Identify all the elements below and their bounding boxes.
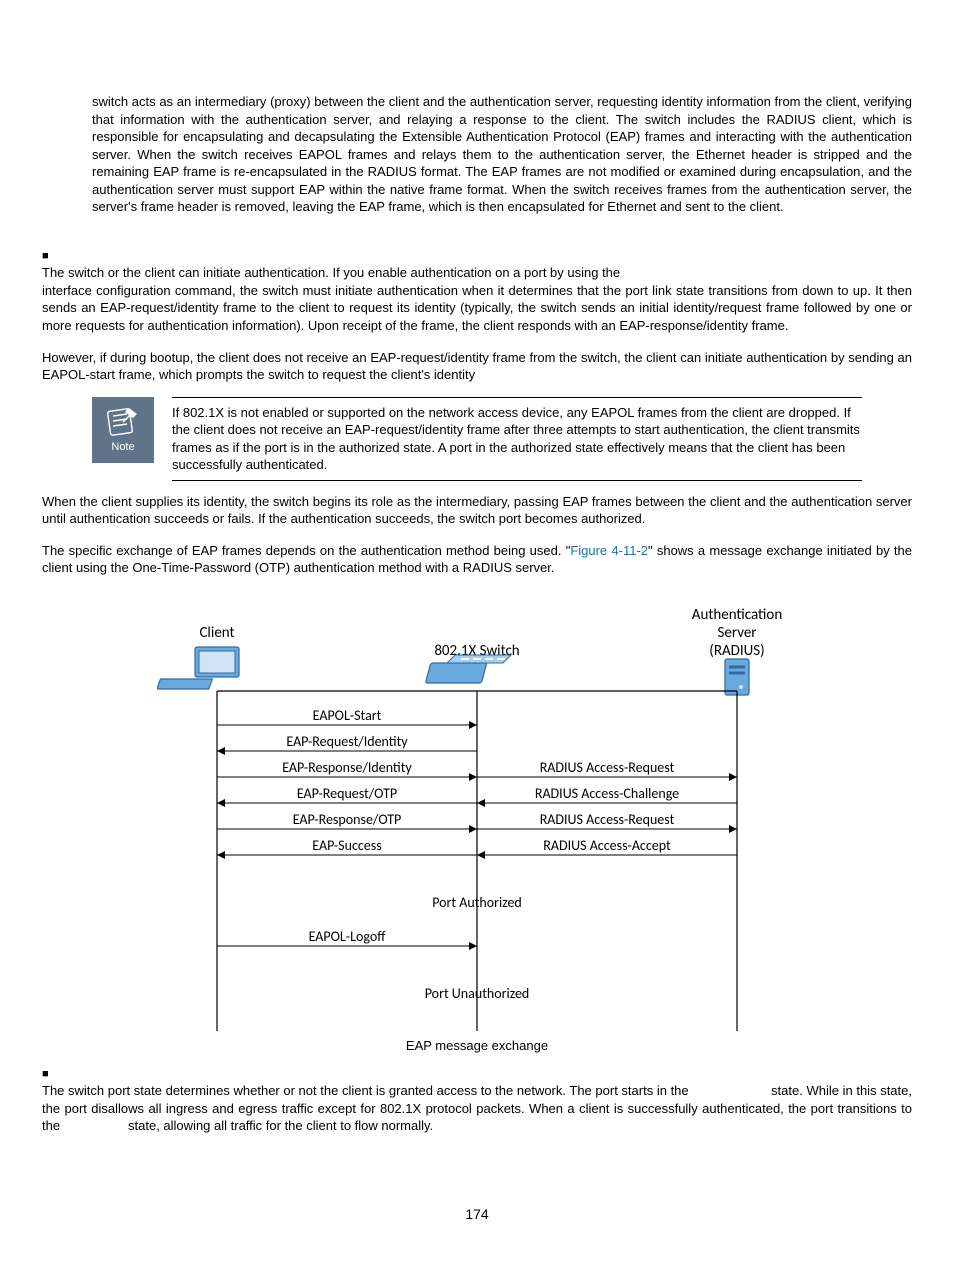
bullet-icon: ■ (42, 250, 49, 262)
svg-text:Authentication: Authentication (692, 606, 782, 624)
svg-text:EAPOL-Start: EAPOL-Start (313, 707, 382, 724)
svg-text:EAP-Request/OTP: EAP-Request/OTP (297, 785, 397, 802)
svg-text:(RADIUS): (RADIUS) (709, 642, 764, 660)
paragraph-switch-intermediary: switch acts as an intermediary (proxy) b… (92, 93, 912, 216)
svg-text:RADIUS Access-Request: RADIUS Access-Request (540, 759, 675, 776)
svg-text:EAP-Response/Identity: EAP-Response/Identity (282, 759, 412, 776)
bullet-icon: ■ (42, 1068, 49, 1080)
svg-text:RADIUS Access-Challenge: RADIUS Access-Challenge (535, 785, 679, 802)
svg-text:EAP-Response/OTP: EAP-Response/OTP (293, 811, 402, 828)
paragraph-auth-init-b: interface configuration command, the swi… (42, 282, 912, 335)
page: switch acts as an intermediary (proxy) b… (0, 0, 954, 1264)
spacer (42, 229, 912, 247)
svg-text:Port Unauthorized: Port Unauthorized (425, 985, 530, 1002)
figure-caption: EAP message exchange (157, 1037, 797, 1055)
eap-sequence-figure: Client802.1X SwitchAuthenticationServer(… (157, 595, 797, 1055)
svg-text:RADIUS Access-Accept: RADIUS Access-Accept (543, 837, 671, 854)
bullet-port-state: ■ (42, 1065, 912, 1083)
svg-text:EAP-Success: EAP-Success (312, 837, 381, 854)
paragraph-figure-ref: The specific exchange of EAP frames depe… (42, 542, 912, 577)
note-label: Note (111, 440, 134, 455)
svg-text:EAP-Request/Identity: EAP-Request/Identity (286, 733, 408, 750)
page-number: 174 (42, 1205, 912, 1224)
svg-text:EAPOL-Logoff: EAPOL-Logoff (309, 928, 387, 945)
paragraph-bootup: However, if during bootup, the client do… (42, 349, 912, 384)
sequence-diagram: Client802.1X SwitchAuthenticationServer(… (157, 595, 797, 1035)
svg-text:Server: Server (717, 624, 756, 642)
figure-link[interactable]: Figure 4-11-2 (570, 543, 648, 558)
svg-text:Client: Client (199, 624, 234, 642)
paragraph-auth-init-a: The switch or the client can initiate au… (42, 264, 912, 282)
bullet-auth-initiation: ■ (42, 247, 912, 265)
paragraph-port-state: The switch port state determines whether… (42, 1082, 912, 1135)
note-text: If 802.1X is not enabled or supported on… (172, 397, 862, 481)
note-box: Note If 802.1X is not enabled or support… (92, 397, 862, 481)
svg-text:RADIUS Access-Request: RADIUS Access-Request (540, 811, 675, 828)
svg-text:Port Authorized: Port Authorized (432, 894, 522, 911)
note-icon: Note (92, 397, 154, 463)
paragraph-identity-supplied: When the client supplies its identity, t… (42, 493, 912, 528)
